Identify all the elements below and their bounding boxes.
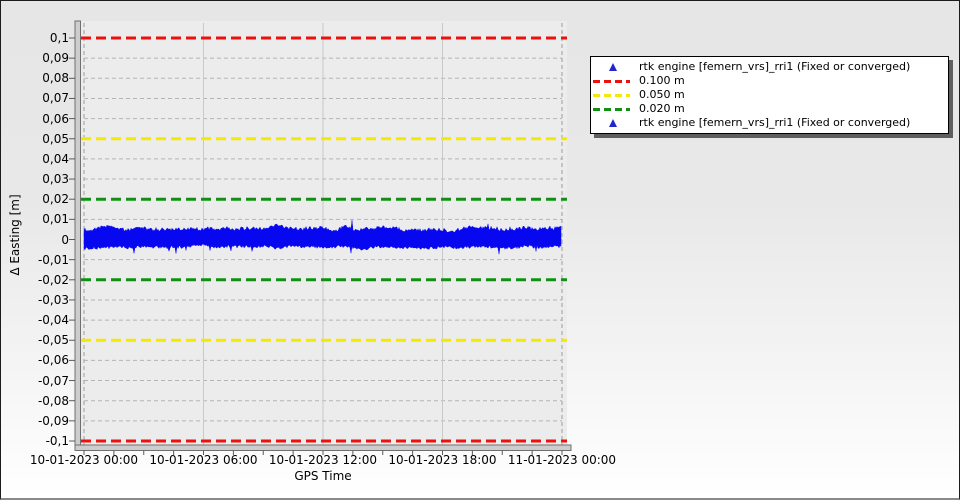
legend-item: rtk engine [femern_vrs]_rri1 (Fixed or c… [593, 116, 944, 130]
y-tick-label: 0,1 [49, 31, 69, 45]
dash-line-icon [593, 107, 630, 111]
legend-item: 0.050 m [593, 88, 944, 102]
y-axis-bar [74, 20, 81, 451]
y-tick-label: 0,05 [42, 131, 69, 146]
y-tick-label: 0,01 [42, 212, 69, 227]
legend-item: rtk engine [femern_vrs]_rri1 (Fixed or c… [593, 60, 944, 74]
dash-line-icon [593, 79, 630, 83]
y-tick-label: -0,08 [37, 393, 69, 408]
legend-item: 0.100 m [593, 74, 944, 88]
legend-item-label: 0.050 m [639, 88, 685, 101]
legend-item-label: rtk engine [femern_vrs]_rri1 (Fixed or c… [639, 60, 911, 73]
legend-marker-dash-icon [593, 90, 633, 100]
y-tick-label: 0,04 [42, 151, 69, 166]
y-tick-label: 0 [61, 232, 69, 247]
y-tick-label: -0,1 [45, 434, 69, 448]
y-axis-title: Δ Easting [m] [8, 194, 22, 276]
x-tick-label: 10-01-2023 18:00 [388, 453, 497, 467]
legend-marker-dash-icon [593, 104, 633, 114]
y-tick-label: 0,03 [42, 172, 69, 187]
y-tick-label: -0,04 [37, 313, 69, 328]
x-tick-label: 11-01-2023 00:00 [507, 453, 617, 467]
legend-marker-triangle-icon [593, 118, 633, 128]
y-tick-label: -0,03 [37, 292, 69, 307]
triangle-icon [609, 63, 617, 71]
y-tick-label: -0,07 [37, 373, 69, 388]
y-tick-label: 0,07 [42, 91, 69, 106]
dash-line-icon [593, 93, 630, 97]
y-tick-label: -0,01 [37, 252, 69, 267]
legend-marker-triangle-icon [593, 62, 633, 72]
triangle-icon [609, 119, 617, 127]
y-tick-label: 0,08 [42, 71, 69, 86]
y-tick-label: -0,06 [37, 353, 69, 368]
x-tick-label: 10-01-2023 12:00 [268, 453, 378, 467]
y-tick-label: 0,09 [42, 51, 69, 66]
y-tick-label: -0,09 [37, 413, 69, 428]
data-series-band [83, 220, 562, 255]
x-axis-bar [74, 444, 572, 451]
x-axis-title: GPS Time [294, 469, 352, 483]
legend: rtk engine [femern_vrs]_rri1 (Fixed or c… [590, 56, 949, 134]
legend-item-label: rtk engine [femern_vrs]_rri1 (Fixed or c… [639, 116, 911, 129]
legend-marker-dash-icon [593, 76, 633, 86]
legend-item-label: 0.100 m [639, 74, 685, 87]
y-tick-label: 0,02 [42, 192, 69, 207]
legend-item-label: 0.020 m [639, 102, 685, 115]
y-tick-label: -0,02 [37, 272, 69, 287]
y-tick-label: -0,05 [37, 333, 69, 348]
y-tick-label: 0,06 [42, 111, 69, 126]
x-tick-label: 10-01-2023 00:00 [29, 453, 139, 467]
legend-item: 0.020 m [593, 102, 944, 116]
x-tick-label: 10-01-2023 06:00 [149, 453, 258, 467]
